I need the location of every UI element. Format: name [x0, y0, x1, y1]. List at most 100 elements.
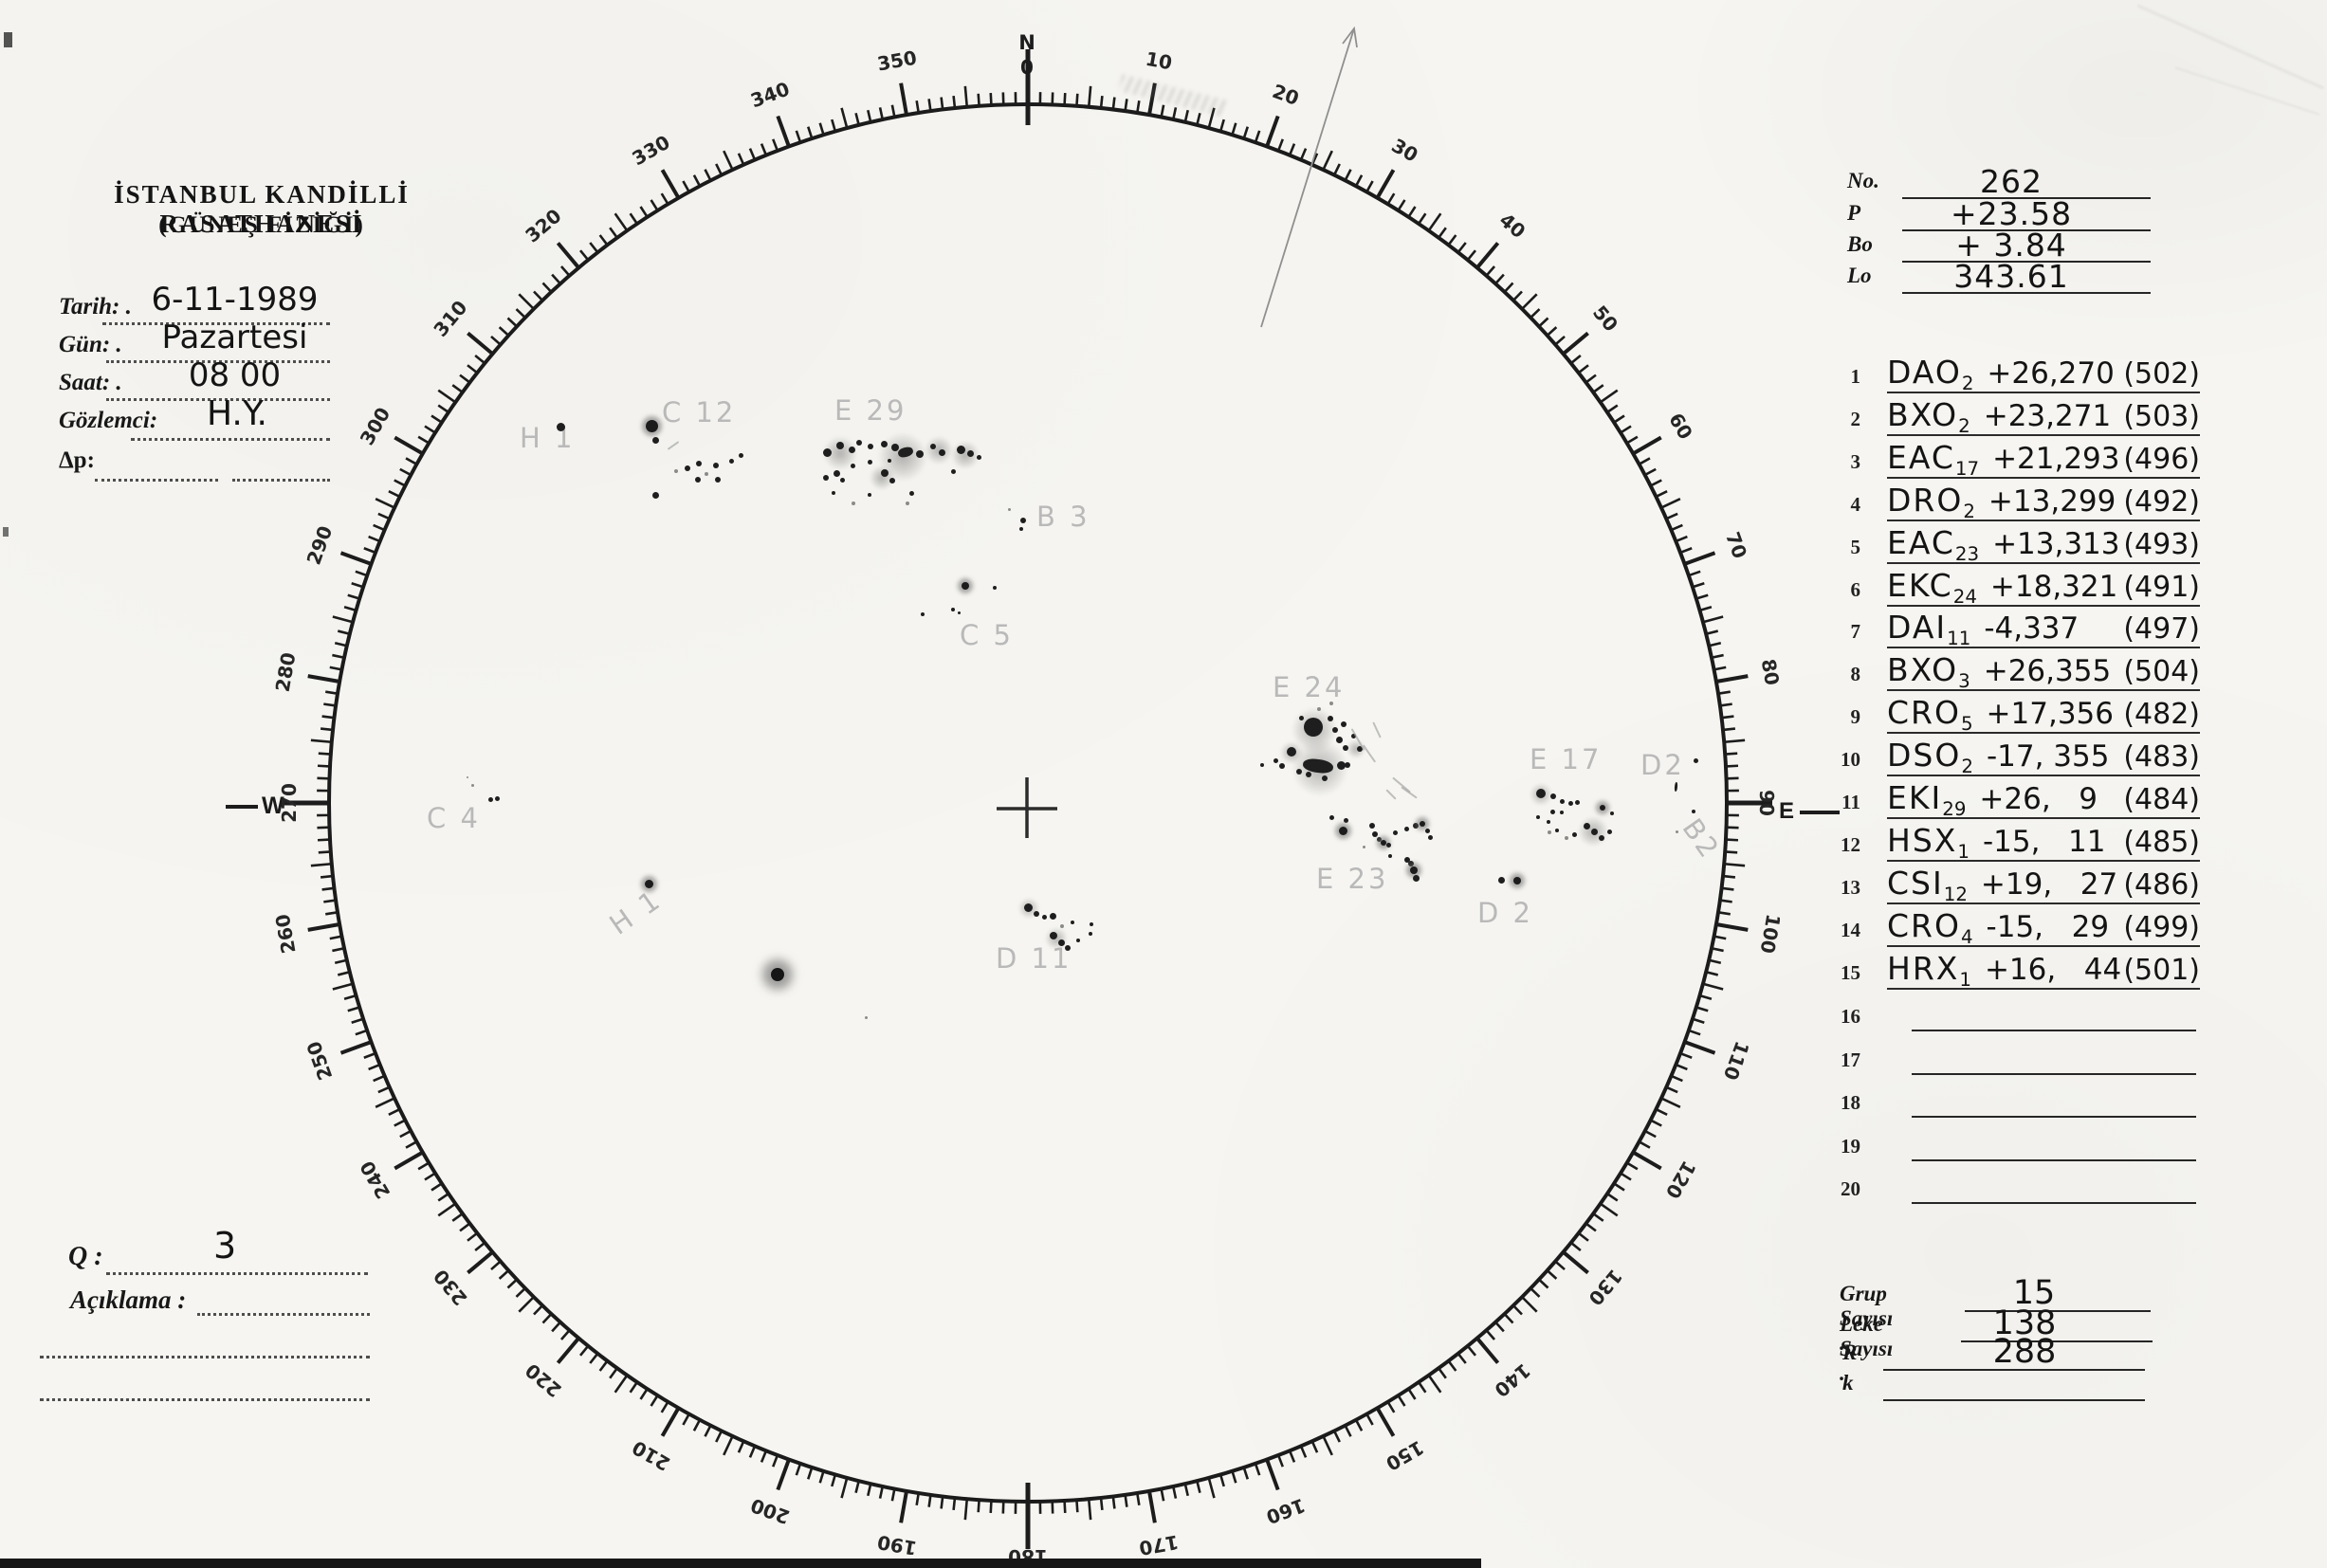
sunspot — [1385, 842, 1391, 848]
group-label-d2-northeast: D2 — [1640, 749, 1685, 781]
sunspot — [1343, 817, 1348, 823]
sunspot — [1413, 823, 1419, 829]
group-row-6: EKC24 +18,321 (491) — [1887, 567, 2200, 607]
observatory-subtitle: (GÜNEŞ FİZİĞİ) — [158, 212, 365, 238]
sunspot — [685, 465, 690, 471]
sunspot — [696, 461, 702, 466]
group-number: (497) — [2123, 612, 2200, 647]
group-code: BXO2 — [1887, 395, 1970, 437]
west-dash — [226, 805, 258, 809]
sunspot — [1600, 805, 1605, 811]
sunspot — [705, 472, 708, 476]
sunspot — [867, 459, 872, 465]
sunspot — [695, 477, 701, 483]
sunspot — [1583, 822, 1590, 830]
field-line — [102, 322, 330, 325]
group-code: HSX1 — [1887, 821, 1970, 863]
degree-label-90: 90 — [1755, 790, 1778, 816]
group-code: DSO2 — [1887, 737, 1973, 778]
sunspot — [1412, 874, 1420, 882]
group-row-14: CRO4 -15, 29 (499) — [1887, 907, 2200, 948]
field-line — [232, 479, 330, 482]
sunspot — [1590, 828, 1598, 835]
sunspot — [951, 608, 955, 611]
group-number: (503) — [2123, 399, 2200, 433]
sunspot — [1322, 775, 1328, 781]
ephemeris-line — [1902, 229, 2151, 231]
field-value: 08 00 — [188, 356, 282, 394]
scan-artifact — [4, 32, 12, 47]
sunspot — [1376, 836, 1382, 842]
group-coords: +26,355 — [1983, 654, 2112, 689]
group-code: CSI12 — [1887, 864, 1968, 905]
sunspot — [738, 452, 743, 458]
group-row-11: EKI29 +26, 9 (484) — [1887, 779, 2200, 820]
sunspot — [916, 450, 924, 458]
group-number: (484) — [2123, 783, 2200, 816]
degree-label-80: 80 — [1757, 657, 1784, 687]
sunspot — [1404, 857, 1410, 863]
field-line — [106, 360, 330, 363]
row-number: 17 — [1841, 1048, 1860, 1071]
group-row-5: EAC23 +13,313 (493) — [1887, 523, 2200, 565]
scan-artifact — [3, 527, 9, 537]
group-number: (486) — [2123, 867, 2200, 902]
sunspot — [1388, 854, 1392, 858]
pencil-mark — [667, 441, 680, 450]
pencil-mark — [1385, 789, 1397, 800]
sunspot — [1424, 828, 1430, 833]
sunspot — [1675, 830, 1678, 833]
sunspot — [1536, 815, 1540, 819]
field-label: Gözlemci: — [59, 408, 158, 433]
group-coords: +26,270 — [1987, 356, 2115, 391]
sunspot — [674, 469, 678, 473]
group-code: DRO2 — [1887, 481, 1975, 522]
sunspot — [1317, 707, 1321, 711]
group-label-c12: C 12 — [662, 396, 737, 428]
row-number: 19 — [1841, 1134, 1860, 1158]
sunspot — [1555, 829, 1559, 832]
observatory-title: İSTANBUL KANDİLLİ RASATHANESİ — [114, 180, 410, 238]
sunspot — [1610, 811, 1614, 815]
group-code: EAC17 — [1887, 438, 1980, 480]
group-label-e17: E 17 — [1530, 743, 1603, 775]
east-dash — [1800, 811, 1840, 814]
group-row-2: BXO2 +23,271 (503) — [1887, 395, 2200, 437]
group-label-d2-south: D 2 — [1477, 897, 1533, 929]
sunspot — [1306, 772, 1311, 777]
sunspot — [921, 612, 925, 616]
sunspot — [852, 501, 855, 505]
sunspot — [976, 454, 981, 460]
group-number: (499) — [2123, 910, 2200, 944]
group-label-b2-northeast: B2 — [1676, 812, 1727, 866]
ephemeris-value: +23.58 — [1950, 195, 2073, 232]
sunspot — [930, 444, 936, 449]
row-number: 14 — [1841, 918, 1860, 941]
sunspot — [1403, 826, 1409, 831]
sunspot — [822, 447, 832, 457]
sunspot — [1034, 911, 1039, 917]
sunspot — [848, 446, 855, 453]
group-code: CRO5 — [1887, 694, 1973, 736]
row-number: 1 — [1850, 365, 1861, 388]
summary-line — [1961, 1340, 2153, 1342]
group-code: DAI11 — [1887, 609, 1971, 650]
zero-degree-label: 0 — [1020, 56, 1034, 79]
field-value: 6-11-1989 — [151, 281, 319, 319]
sunspot — [1574, 799, 1580, 805]
sunspot — [1350, 733, 1356, 738]
sunspot — [880, 440, 888, 447]
group-code: EKI29 — [1887, 779, 1967, 820]
group-label-e29: E 29 — [834, 394, 907, 427]
sunspot — [1567, 800, 1573, 806]
aciklama-label: Açıklama : — [70, 1285, 187, 1314]
group-number: (501) — [2123, 953, 2200, 987]
sunspot — [950, 468, 956, 474]
group-coords: +26, 9 — [1979, 782, 2098, 816]
group-code: EAC23 — [1887, 523, 1980, 565]
north-label: N — [1018, 31, 1035, 54]
ephemeris-label-P: P — [1847, 201, 1861, 225]
sunspot — [957, 611, 961, 614]
sunspot — [1060, 924, 1064, 928]
